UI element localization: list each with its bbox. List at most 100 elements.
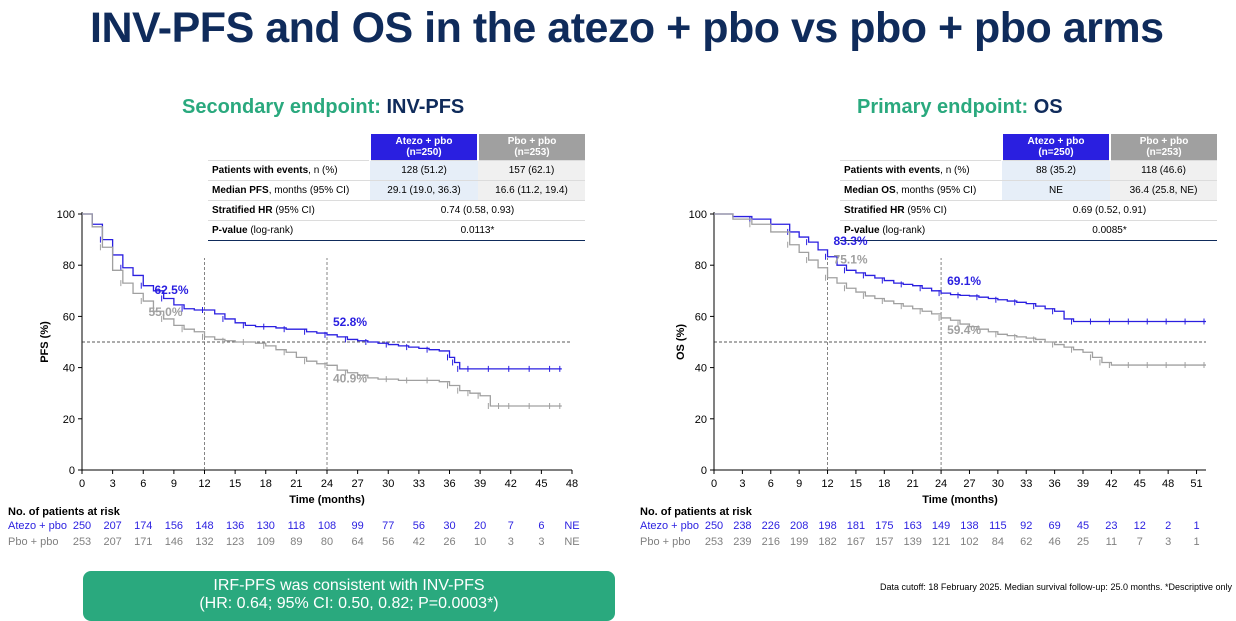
landmark-annotation: 69.1% bbox=[947, 274, 981, 288]
left-stats-table: Atezo + pbo (n=250) Pbo + pbo (n=253) Pati… bbox=[208, 134, 585, 241]
right-risk-label-a: Atezo + pbo bbox=[640, 520, 700, 532]
pbo-survival-curve bbox=[82, 213, 562, 407]
y-axis-label: OS (%) bbox=[675, 324, 687, 360]
right-risk-header: No. of patients at risk bbox=[640, 506, 752, 518]
y-tick-label: 20 bbox=[695, 414, 707, 426]
left-risk-label-a: Atezo + pbo bbox=[8, 520, 68, 532]
left-risk-label-b: Pbo + pbo bbox=[8, 536, 59, 548]
right-heading-endpoint: OS bbox=[1033, 96, 1063, 118]
x-tick-label: 0 bbox=[79, 478, 85, 490]
right-hr-value: 0.69 (0.52, 0.91) bbox=[1002, 200, 1217, 221]
landmark-annotation: 59.4% bbox=[947, 323, 981, 337]
right-events-a: 88 (35.2) bbox=[1002, 160, 1110, 181]
right-risk-count: 163 bbox=[903, 520, 922, 532]
x-tick-label: 18 bbox=[878, 478, 890, 490]
left-risk-count: 80 bbox=[320, 536, 334, 548]
left-risk-count: 7 bbox=[507, 520, 514, 532]
right-risk-count: 92 bbox=[1020, 520, 1033, 532]
left-risk-count: 123 bbox=[225, 536, 245, 548]
right-risk-count: 198 bbox=[818, 520, 837, 532]
right-risk-count: 239 bbox=[733, 536, 752, 548]
x-tick-label: 0 bbox=[711, 478, 717, 490]
left-median-label: Median PFS, months (95% CI) bbox=[208, 180, 370, 201]
right-risk-count: 25 bbox=[1076, 536, 1090, 548]
left-risk-count: 77 bbox=[382, 520, 395, 532]
right-risk-count: 181 bbox=[846, 520, 866, 532]
x-tick-label: 9 bbox=[796, 478, 802, 490]
left-risk-count: 89 bbox=[290, 536, 303, 548]
right-risk-count: 226 bbox=[761, 520, 780, 532]
left-events-a: 128 (51.2) bbox=[370, 160, 478, 181]
x-tick-label: 39 bbox=[1077, 478, 1089, 490]
left-p-value: 0.0113* bbox=[370, 220, 585, 241]
left-p-label: P-value (log-rank) bbox=[208, 220, 370, 241]
left-risk-count: 99 bbox=[351, 520, 364, 532]
left-hr-value: 0.74 (0.58, 0.93) bbox=[370, 200, 585, 221]
right-risk-count: 175 bbox=[875, 520, 894, 532]
x-tick-label: 42 bbox=[1105, 478, 1117, 490]
left-risk-count: 207 bbox=[103, 536, 122, 548]
x-tick-label: 36 bbox=[443, 478, 455, 490]
y-tick-label: 60 bbox=[695, 311, 707, 323]
left-risk-count: 132 bbox=[195, 536, 214, 548]
right-risk-count: 121 bbox=[931, 536, 951, 548]
x-tick-label: 21 bbox=[290, 478, 302, 490]
right-events-b: 118 (46.6) bbox=[1110, 160, 1217, 181]
right-risk-count: 84 bbox=[991, 536, 1004, 548]
left-risk-count: NE bbox=[564, 536, 580, 548]
right-risk-count: 157 bbox=[875, 536, 894, 548]
right-arm-b-header: Pbo + pbo (n=253) bbox=[1109, 134, 1217, 161]
x-tick-label: 6 bbox=[140, 478, 146, 490]
x-tick-label: 21 bbox=[907, 478, 919, 490]
x-tick-label: 27 bbox=[352, 478, 364, 490]
right-risk-label-b: Pbo + pbo bbox=[640, 536, 691, 548]
left-risk-count: 20 bbox=[474, 520, 487, 532]
atezo-survival-curve bbox=[82, 213, 562, 370]
right-arm-a-header: Atezo + pbo (n=250) bbox=[1001, 134, 1110, 161]
right-risk-count: 12 bbox=[1133, 520, 1146, 532]
right-risk-count: 23 bbox=[1105, 520, 1118, 532]
y-tick-label: 100 bbox=[57, 209, 75, 221]
right-risk-count: 2 bbox=[1165, 520, 1172, 532]
right-risk-count: 69 bbox=[1048, 520, 1061, 532]
right-risk-count: 199 bbox=[789, 536, 809, 548]
page-title: INV-PFS and OS in the atezo + pbo vs pbo… bbox=[90, 4, 1164, 52]
left-events-b: 157 (62.1) bbox=[478, 160, 585, 181]
left-risk-count: 130 bbox=[256, 520, 275, 532]
left-risk-count: 109 bbox=[256, 536, 275, 548]
right-hr-label: Stratified HR (95% CI) bbox=[840, 200, 1002, 221]
x-tick-label: 45 bbox=[1134, 478, 1146, 490]
right-median-label: Median OS, months (95% CI) bbox=[840, 180, 1002, 201]
y-tick-label: 0 bbox=[69, 465, 75, 477]
left-risk-table: No. of patients at risk Atezo + pbo 250 2… bbox=[8, 506, 608, 552]
y-tick-label: 20 bbox=[63, 414, 75, 426]
left-risk-count: 148 bbox=[195, 520, 214, 532]
right-risk-count: 182 bbox=[818, 536, 837, 548]
left-risk-count: 42 bbox=[412, 536, 425, 548]
landmark-annotation: 83.3% bbox=[834, 234, 868, 248]
x-tick-label: 30 bbox=[382, 478, 394, 490]
left-median-a: 29.1 (19.0, 36.3) bbox=[370, 180, 478, 201]
right-panel-heading: Primary endpoint: OS bbox=[857, 96, 1063, 119]
x-tick-label: 15 bbox=[850, 478, 862, 490]
callout-line1: IRF-PFS was consistent with INV-PFS bbox=[213, 577, 485, 594]
left-risk-count: 253 bbox=[72, 536, 92, 548]
x-tick-label: 33 bbox=[1020, 478, 1032, 490]
left-risk-count: 171 bbox=[134, 536, 153, 548]
right-risk-count: 208 bbox=[789, 520, 809, 532]
callout-line2: (HR: 0.64; 95% CI: 0.50, 0.82; P=0.0003*… bbox=[199, 595, 499, 612]
left-risk-count: 156 bbox=[164, 520, 184, 532]
x-tick-label: 9 bbox=[171, 478, 177, 490]
landmark-annotation: 62.5% bbox=[155, 283, 189, 297]
left-risk-count: 108 bbox=[317, 520, 337, 532]
y-tick-label: 100 bbox=[689, 209, 707, 221]
footnote: Data cutoff: 18 February 2025. Median su… bbox=[879, 582, 1232, 592]
right-stats-table: Atezo + pbo (n=250) Pbo + pbo (n=253) Pati… bbox=[840, 134, 1217, 241]
x-tick-label: 15 bbox=[229, 478, 241, 490]
right-risk-count: 138 bbox=[960, 520, 979, 532]
x-tick-label: 24 bbox=[935, 478, 947, 490]
x-tick-label: 6 bbox=[768, 478, 774, 490]
left-risk-count: 30 bbox=[443, 520, 456, 532]
